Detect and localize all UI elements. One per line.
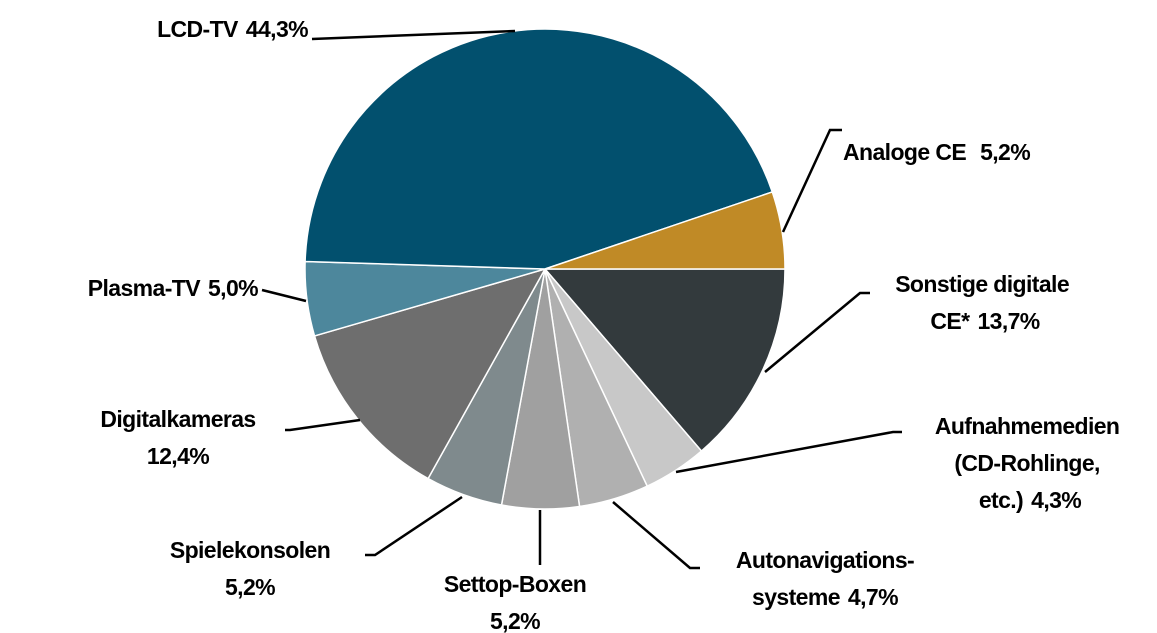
category-label: LCD-TV [157, 16, 239, 42]
value-label: 5,2% [490, 608, 540, 633]
pie-slice [544, 191, 786, 270]
leader-line [781, 128, 842, 233]
leader-line [764, 291, 870, 373]
leader-line [365, 495, 463, 557]
value-label: 13,7% [977, 308, 1039, 334]
value-label: 5,2% [980, 139, 1030, 165]
pie-slice [543, 268, 786, 453]
slice-label: Aufnahmemedien (CD-Rohlinge, etc.) 4,3% [935, 413, 1125, 513]
value-label: 5,0% [208, 275, 258, 301]
category-label: Aufnahmemedien (CD-Rohlinge, etc.) [935, 413, 1125, 513]
leader-line [285, 418, 361, 432]
category-label: Digitalkameras [100, 406, 255, 432]
value-label: 4,7% [848, 584, 898, 610]
category-label: Autonavigations-systeme [736, 547, 914, 610]
value-label: 44,3% [246, 16, 308, 42]
slice-label: Plasma-TV 5,0% [88, 275, 258, 301]
slice-label: Sonstige digitale CE* 13,7% [895, 271, 1075, 334]
leader-line [612, 501, 700, 570]
slice-label: Autonavigations-systeme 4,7% [736, 547, 914, 610]
slice-label: Digitalkameras 12,4% [100, 406, 255, 469]
leader-line [675, 430, 902, 474]
category-label: Sonstige digitale CE* [895, 271, 1075, 334]
pie-slice [313, 267, 547, 480]
value-label: 12,4% [147, 443, 209, 469]
category-label: Analoge CE [843, 139, 966, 165]
slice-label: LCD-TV 44,3% [157, 16, 308, 42]
value-label: 5,2% [225, 574, 275, 600]
category-label: Settop-Boxen [444, 571, 586, 597]
value-label: 4,3% [1031, 487, 1081, 513]
slice-label: Spielekonsolen 5,2% [170, 537, 330, 600]
category-label: Spielekonsolen [170, 537, 330, 563]
slice-label: Analoge CE 5,2% [843, 139, 1030, 165]
leader-line [261, 288, 307, 303]
leader-line [311, 29, 516, 41]
category-label: Plasma-TV [88, 275, 201, 301]
slice-label: Settop-Boxen 5,2% [444, 571, 586, 633]
